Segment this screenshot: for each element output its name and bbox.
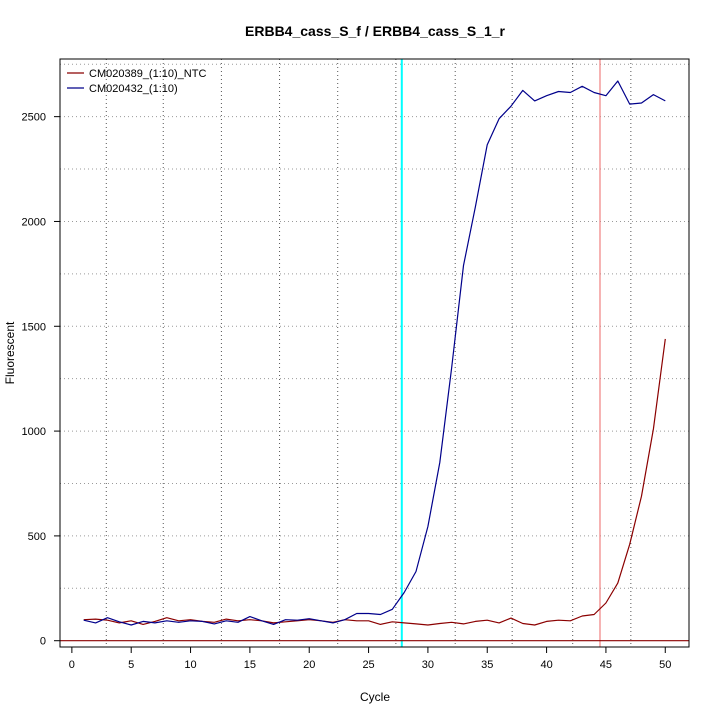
x-axis-title: Cycle bbox=[360, 690, 390, 704]
y-tick-label: 1000 bbox=[22, 426, 46, 438]
x-tick-label: 5 bbox=[128, 659, 134, 671]
marker-layer bbox=[60, 59, 689, 647]
series-line-1 bbox=[83, 338, 666, 626]
y-tick-label: 1500 bbox=[22, 321, 46, 333]
y-axis-title: Fluorescent bbox=[3, 321, 17, 384]
chart-title: ERBB4_cass_S_f / ERBB4_cass_S_1_r bbox=[245, 23, 505, 39]
legend: CM020389_(1:10)_NTC CM020432_(1:10) bbox=[67, 68, 206, 95]
x-tick-label: 40 bbox=[540, 659, 552, 671]
x-tick-label: 20 bbox=[303, 659, 315, 671]
y-tick-label: 2000 bbox=[22, 216, 46, 228]
y-tick-label: 0 bbox=[40, 636, 46, 648]
x-tick-label: 25 bbox=[362, 659, 374, 671]
grid-layer bbox=[60, 59, 689, 647]
series-layer bbox=[83, 80, 666, 626]
y-tick-label: 500 bbox=[28, 531, 46, 543]
x-tick-label: 45 bbox=[600, 659, 612, 671]
x-tick-label: 50 bbox=[659, 659, 671, 671]
plot-frame bbox=[59, 58, 690, 648]
x-tick-label: 15 bbox=[244, 659, 256, 671]
series-line-2 bbox=[83, 80, 666, 626]
x-tick-label: 0 bbox=[69, 659, 75, 671]
x-tick-label: 10 bbox=[184, 659, 196, 671]
x-tick-label: 30 bbox=[422, 659, 434, 671]
y-tick-label: 2500 bbox=[22, 112, 46, 124]
x-tick-label: 35 bbox=[481, 659, 493, 671]
legend-label-2: CM020432_(1:10) bbox=[89, 83, 178, 95]
legend-label-1: CM020389_(1:10)_NTC bbox=[89, 68, 206, 80]
